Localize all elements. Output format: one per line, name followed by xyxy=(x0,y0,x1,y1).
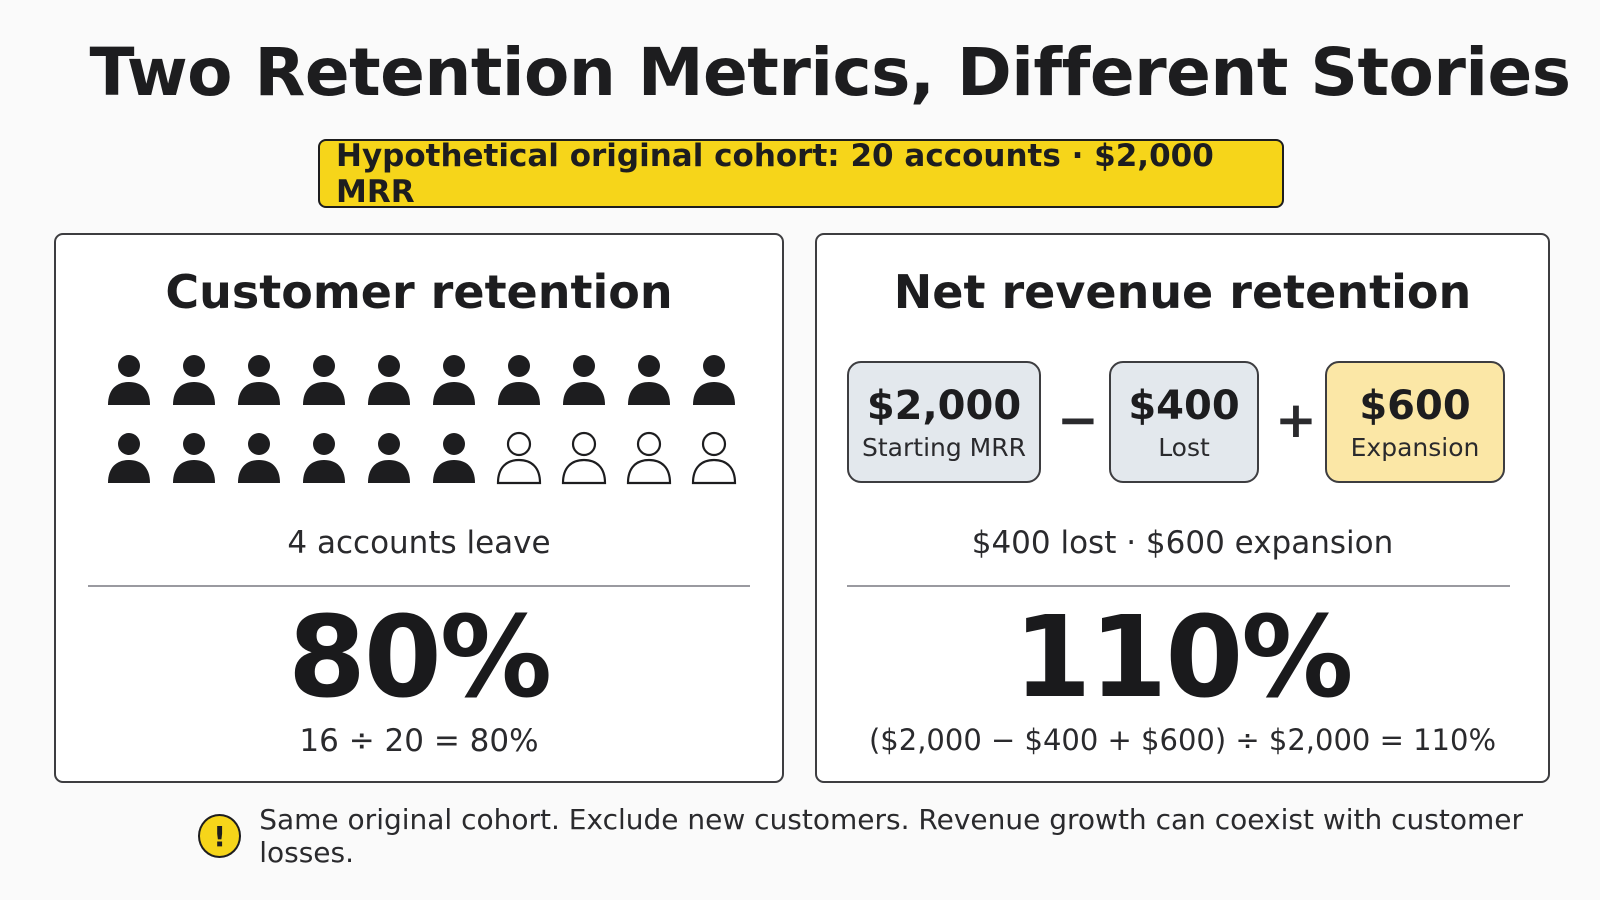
churned-account-icon xyxy=(560,431,608,487)
retained-account-icon xyxy=(235,431,283,487)
net-revenue-retention-panel: Net revenue retention $2,000 Starting MR… xyxy=(815,233,1550,783)
warning-icon: ! xyxy=(198,814,242,858)
churned-account-icon xyxy=(625,431,673,487)
expansion-mrr-value: $600 xyxy=(1359,382,1471,429)
lost-mrr-box: $400 Lost xyxy=(1109,361,1259,483)
nrr-formula: ($2,000 − $400 + $600) ÷ $2,000 = 110% xyxy=(868,723,1497,757)
retained-account-icon xyxy=(105,431,153,487)
retained-account-icon xyxy=(170,353,218,409)
customer-retention-title: Customer retention xyxy=(165,265,673,319)
cohort-banner: Hypothetical original cohort: 20 account… xyxy=(318,138,1284,210)
expansion-mrr-box: $600 Expansion xyxy=(1325,361,1505,483)
nrr-description: $400 lost · $600 expansion xyxy=(971,525,1394,561)
customer-retention-panel: Customer retention 4 accounts leave 80% … xyxy=(54,233,784,783)
account-icon-grid xyxy=(96,353,746,487)
customer-retention-description: 4 accounts leave xyxy=(287,525,551,561)
nrr-title: Net revenue retention xyxy=(893,265,1472,319)
retained-account-icon xyxy=(430,353,478,409)
retained-account-icon xyxy=(365,353,413,409)
minus-operator: − xyxy=(1057,391,1099,449)
expansion-mrr-label: Expansion xyxy=(1350,432,1480,462)
churned-account-icon xyxy=(690,431,738,487)
retained-account-icon xyxy=(300,431,348,487)
divider xyxy=(88,585,750,587)
starting-mrr-value: $2,000 xyxy=(866,382,1022,429)
retained-account-icon xyxy=(560,353,608,409)
mrr-equation: $2,000 Starting MRR − $400 Lost + $600 E… xyxy=(847,361,1517,485)
retained-account-icon xyxy=(300,353,348,409)
lost-mrr-value: $400 xyxy=(1128,382,1240,429)
starting-mrr-label: Starting MRR xyxy=(862,432,1026,462)
retained-account-icon xyxy=(625,353,673,409)
retained-account-icon xyxy=(235,353,283,409)
page-title: Two Retention Metrics, Different Stories xyxy=(89,34,1571,111)
retained-account-icon xyxy=(170,431,218,487)
divider xyxy=(847,585,1510,587)
nrr-value: 110% xyxy=(1013,593,1353,723)
retained-account-icon xyxy=(430,431,478,487)
plus-operator: + xyxy=(1275,391,1317,449)
retained-account-icon xyxy=(105,353,153,409)
starting-mrr-box: $2,000 Starting MRR xyxy=(847,361,1041,483)
retained-account-icon xyxy=(690,353,738,409)
retained-account-icon xyxy=(365,431,413,487)
footer-text: Same original cohort. Exclude new custom… xyxy=(259,803,1524,869)
churned-account-icon xyxy=(495,431,543,487)
customer-retention-value: 80% xyxy=(287,593,552,723)
footer-note: ! Same original cohort. Exclude new cust… xyxy=(198,803,1600,869)
lost-mrr-label: Lost xyxy=(1158,432,1210,462)
customer-retention-formula: 16 ÷ 20 = 80% xyxy=(299,723,539,759)
retained-account-icon xyxy=(495,353,543,409)
